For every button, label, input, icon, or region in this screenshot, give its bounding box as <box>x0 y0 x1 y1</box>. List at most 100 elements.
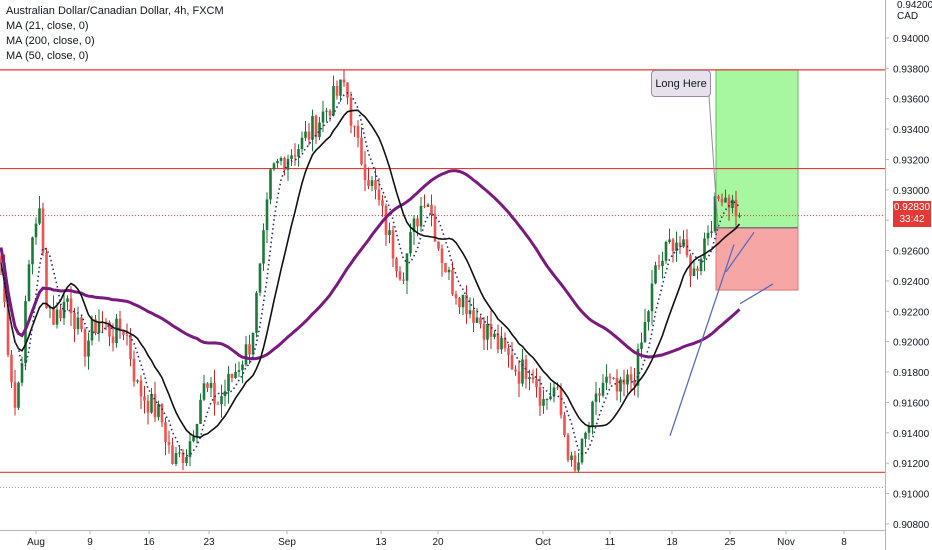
y-tick-label: 0.93600 <box>893 95 930 106</box>
candle-body <box>433 214 437 242</box>
candle-body <box>304 131 307 138</box>
candle-body <box>531 377 535 380</box>
candle-body <box>650 283 654 312</box>
candle-body <box>699 258 703 272</box>
candle-body <box>619 379 622 392</box>
candle-body <box>664 241 668 261</box>
candle-body <box>496 333 500 350</box>
candle-body <box>696 268 699 272</box>
candle-body <box>353 125 356 127</box>
candle-body <box>45 253 48 309</box>
y-tick-label: 0.93800 <box>893 64 930 75</box>
candle-body <box>328 110 332 116</box>
candle-body <box>573 455 577 471</box>
candle-body <box>412 218 416 233</box>
trendline-tail <box>739 283 774 305</box>
candle-body <box>55 309 59 325</box>
y-tick-label: 0.93400 <box>893 125 930 136</box>
candle-body <box>220 396 223 405</box>
y-tick-label: 0.90800 <box>893 520 930 531</box>
candle-body <box>668 239 671 242</box>
candle-body <box>146 400 150 413</box>
candle-body <box>426 204 430 207</box>
position-zones[interactable] <box>715 69 799 291</box>
candle-body <box>321 111 325 123</box>
candle-body <box>479 317 482 324</box>
candle-body <box>598 393 601 396</box>
candle-body <box>356 126 360 138</box>
candle-body <box>703 238 706 259</box>
candle-body <box>458 298 461 308</box>
candle-body <box>297 149 300 157</box>
candle-body <box>244 344 248 365</box>
candle-body <box>62 301 66 319</box>
candle-body <box>122 331 125 335</box>
candle-body <box>153 393 157 418</box>
trendline-lower <box>669 244 735 437</box>
currency-label: 0.94200 CAD <box>897 0 932 22</box>
candle-body <box>647 311 650 322</box>
candle-body <box>125 334 129 336</box>
candle-body <box>90 319 94 341</box>
horizontal-levels[interactable] <box>0 69 885 488</box>
candle-body <box>654 265 657 284</box>
candle-body <box>318 122 321 138</box>
x-tick-label: Oct <box>535 537 551 548</box>
candle-body <box>223 391 227 397</box>
y-tick-label: 0.91600 <box>893 398 930 409</box>
x-tick-label: 8 <box>841 537 847 548</box>
candle-body <box>307 131 311 140</box>
trendlines[interactable] <box>669 95 774 437</box>
candle-body <box>402 279 405 281</box>
y-tick-label: 0.92600 <box>893 247 930 258</box>
candle-body <box>482 323 486 340</box>
candle-body <box>580 438 584 463</box>
candle-body <box>97 321 101 334</box>
candle-body <box>167 441 171 446</box>
candle-body <box>430 204 433 215</box>
candle-body <box>230 373 234 379</box>
candle-body <box>59 309 62 319</box>
candle-body <box>447 269 451 273</box>
candle-body <box>290 155 293 159</box>
current-price-tag: 0.92830 33:42 <box>893 201 931 227</box>
candle-body <box>279 157 283 161</box>
x-tick-label: 9 <box>87 537 93 548</box>
long-here-callout[interactable]: Long Here <box>651 70 711 97</box>
candle-body <box>115 318 118 344</box>
candle-body <box>731 199 734 208</box>
candle-body <box>181 452 185 464</box>
candle-body <box>381 200 384 206</box>
candle-body <box>444 263 447 273</box>
bar-countdown: 33:42 <box>899 214 925 225</box>
x-tick-label: Aug <box>27 537 45 548</box>
y-tick-label: 0.94000 <box>893 34 930 45</box>
candle-body <box>503 337 507 349</box>
candle-body <box>528 377 531 380</box>
candle-body <box>171 445 174 464</box>
candle-body <box>342 79 346 83</box>
candle-body <box>202 383 206 400</box>
candle-body <box>440 248 444 264</box>
candle-body <box>41 208 45 254</box>
candle-body <box>724 197 727 203</box>
candle-body <box>545 399 549 401</box>
candlesticks <box>0 69 741 473</box>
y-tick-label: 0.92000 <box>893 338 930 349</box>
y-tick-label: 0.91800 <box>893 368 930 379</box>
candle-body <box>657 265 661 267</box>
candle-body <box>391 230 395 259</box>
candle-body <box>139 380 143 397</box>
candle-body <box>395 258 398 272</box>
candle-body <box>661 260 664 267</box>
chart-legend: Australian Dollar/Canadian Dollar, 4h, F… <box>6 4 224 64</box>
candle-body <box>713 196 717 232</box>
y-tick-label: 0.91400 <box>893 429 930 440</box>
candle-body <box>108 322 111 337</box>
candle-body <box>727 197 731 208</box>
candle-body <box>612 377 615 379</box>
candle-body <box>258 263 262 293</box>
candle-body <box>486 323 489 340</box>
candle-body <box>272 163 276 170</box>
